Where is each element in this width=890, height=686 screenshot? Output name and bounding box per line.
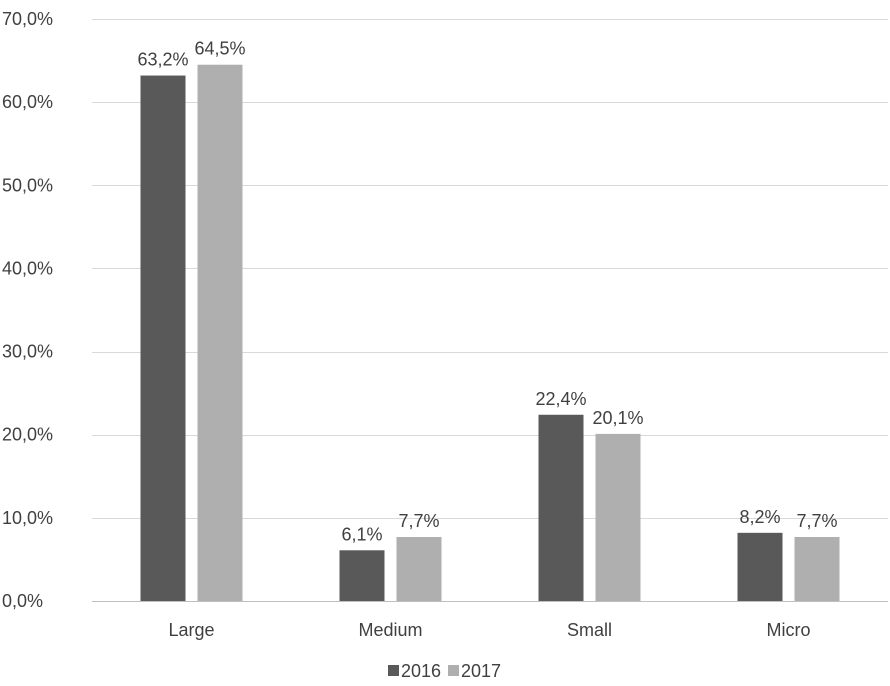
data-label: 7,7% (398, 511, 439, 531)
y-tick-label: 50,0% (2, 175, 53, 195)
category-label-large: Large (168, 620, 214, 640)
x-axis-category-labels: Large Medium Small Micro (168, 620, 810, 640)
bar-2017-small (595, 433, 641, 601)
legend-swatch-2016 (388, 665, 399, 676)
data-labels: 63,2% 64,5% 6,1% 7,7% 22,4% 20,1% 8,2% 7,7% (137, 39, 837, 545)
legend-swatch-2017 (448, 665, 459, 676)
data-label: 64,5% (194, 39, 245, 59)
legend-label-2016: 2016 (401, 661, 441, 681)
bars (140, 64, 840, 602)
data-label: 20,1% (592, 408, 643, 428)
y-axis-tick-labels: 0,0% 10,0% 20,0% 30,0% 40,0% 50,0% 60,0% 70,0% (2, 9, 53, 611)
y-tick-label: 20,0% (2, 425, 53, 445)
data-label: 63,2% (137, 50, 188, 70)
data-label: 8,2% (739, 507, 780, 527)
bar-2016-large (140, 75, 186, 602)
category-label-medium: Medium (358, 620, 422, 640)
bar-2017-medium (396, 536, 442, 601)
legend-label-2017: 2017 (461, 661, 501, 681)
y-tick-label: 60,0% (2, 92, 53, 112)
y-tick-label: 40,0% (2, 258, 53, 278)
y-tick-label: 30,0% (2, 342, 53, 362)
y-tick-label: 10,0% (2, 508, 53, 528)
bar-2016-medium (339, 550, 385, 601)
y-tick-label: 70,0% (2, 9, 53, 29)
bar-2016-micro (737, 532, 783, 601)
legend: 2016 2017 (388, 661, 501, 681)
bar-2017-large (197, 64, 243, 601)
y-tick-label: 0,0% (2, 591, 43, 611)
category-label-micro: Micro (767, 620, 811, 640)
bar-2017-micro (794, 536, 840, 601)
bar-2016-small (538, 414, 584, 601)
data-label: 7,7% (796, 511, 837, 531)
data-label: 6,1% (341, 524, 382, 544)
data-label: 22,4% (535, 389, 586, 409)
category-label-small: Small (567, 620, 612, 640)
